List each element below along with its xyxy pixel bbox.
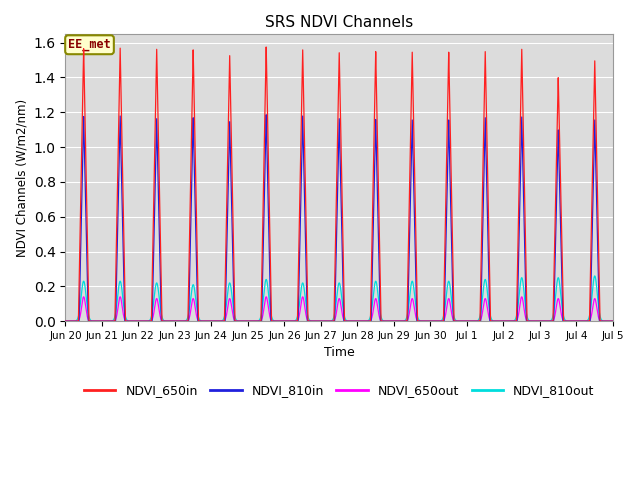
X-axis label: Time: Time [324, 347, 355, 360]
Text: EE_met: EE_met [68, 38, 111, 51]
Title: SRS NDVI Channels: SRS NDVI Channels [265, 15, 413, 30]
Y-axis label: NDVI Channels (W/m2/nm): NDVI Channels (W/m2/nm) [15, 98, 28, 257]
Legend: NDVI_650in, NDVI_810in, NDVI_650out, NDVI_810out: NDVI_650in, NDVI_810in, NDVI_650out, NDV… [79, 379, 599, 402]
